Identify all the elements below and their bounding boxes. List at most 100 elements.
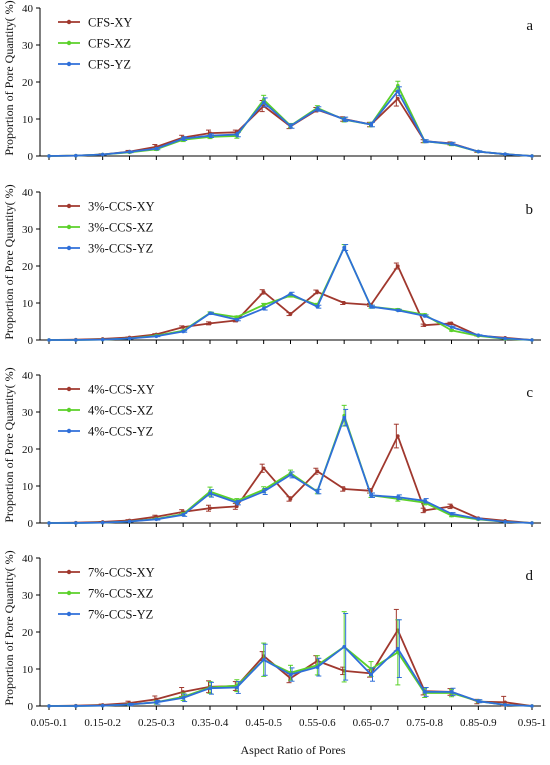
data-point [47, 521, 51, 525]
x-tick-label: 0.55-0.6 [299, 717, 336, 729]
y-tick-label: 40 [22, 553, 34, 565]
data-point [315, 107, 320, 111]
legend-label: 3%-CCS-XZ [88, 221, 153, 235]
data-point [288, 312, 293, 316]
data-point [396, 495, 400, 499]
data-point [261, 489, 266, 494]
y-tick-label: 20 [22, 627, 34, 639]
data-point [369, 304, 373, 309]
x-tick-label: 0.05-0.1 [31, 717, 68, 729]
chart-panel-a: 0 10 20 30 40 Proportion of Pore Quantity( %)… [2, 0, 541, 163]
data-point [315, 290, 320, 294]
legend-label: CFS-XZ [88, 37, 131, 51]
data-point [208, 506, 212, 511]
data-point [100, 520, 105, 525]
series-3%-CCS-YZ [47, 244, 534, 342]
data-point [235, 317, 239, 322]
y-tick-label: 10 [22, 114, 34, 126]
data-point [100, 152, 105, 157]
chart-panel-d: 0 10 20 30 40 Proportion of Pore Quantity( %)… [2, 550, 541, 713]
y-tick-label: 40 [22, 370, 34, 382]
y-tick-label: 30 [22, 224, 34, 236]
legend-marker [66, 428, 72, 434]
legend-marker [66, 203, 72, 209]
data-point [369, 493, 373, 498]
x-tick-label: 0.75-0.8 [406, 717, 443, 729]
series-4%-CCS-YZ [47, 408, 534, 525]
data-point [261, 466, 266, 471]
chart-panel-b: 0 10 20 30 40 Proportion of Pore Quantity( %)… [2, 184, 541, 347]
data-point [342, 487, 346, 491]
chart-panels: 0 10 20 30 40 Proportion of Pore Quantity( %)… [2, 0, 546, 729]
data-point [47, 338, 51, 342]
data-point [530, 338, 534, 342]
y-tick-label: 20 [22, 77, 34, 89]
data-point [503, 336, 507, 341]
legend-marker [66, 224, 72, 230]
data-point [422, 499, 427, 503]
data-point [396, 308, 400, 313]
panel-letter: c [526, 385, 533, 401]
data-point [449, 321, 454, 326]
data-point [208, 311, 212, 316]
data-point [74, 704, 78, 708]
data-point [288, 497, 293, 501]
y-tick-label: 40 [22, 187, 34, 199]
series-CFS-YZ [47, 86, 534, 158]
legend-marker [66, 407, 72, 413]
data-point [261, 657, 266, 662]
legend-label: CFS-XY [88, 16, 132, 30]
data-point [476, 699, 481, 703]
data-point [235, 132, 239, 137]
panel-letter: d [526, 568, 534, 584]
y-tick-label: 30 [22, 407, 34, 419]
data-point [449, 504, 454, 509]
legend-marker [66, 245, 72, 251]
data-point [288, 124, 293, 128]
data-point [396, 96, 400, 101]
data-point [503, 152, 507, 156]
chart-panel-c: 0 10 20 30 40 Proportion of Pore Quantity( %)… [2, 367, 541, 530]
y-tick-label: 0 [28, 151, 34, 163]
data-point [449, 325, 454, 329]
x-tick-label: 0.85-0.9 [460, 717, 497, 729]
data-point [476, 149, 481, 154]
y-tick-label: 20 [22, 444, 34, 456]
data-point [449, 690, 454, 694]
data-point [288, 672, 293, 677]
data-point [100, 703, 105, 708]
data-point [127, 150, 132, 154]
legend-label: 3%-CCS-YZ [88, 242, 153, 256]
data-point [396, 434, 400, 438]
data-point [315, 665, 320, 669]
data-point [396, 89, 400, 94]
data-point [503, 700, 507, 705]
x-tick-label: 0.25-0.3 [138, 717, 175, 729]
series-7%-CCS-YZ [47, 613, 534, 708]
legend-label: CFS-YZ [88, 58, 131, 72]
legend-marker [66, 19, 72, 25]
data-point [503, 703, 507, 707]
data-point [235, 504, 239, 509]
data-point [396, 264, 400, 268]
y-tick-label: 10 [22, 481, 34, 493]
data-point [74, 153, 78, 158]
data-point [315, 304, 320, 309]
data-point [235, 685, 239, 690]
series-line [48, 435, 533, 524]
y-axis-title: Proportion of Pore Quantity( %) [2, 184, 16, 339]
x-tick-label: 0.35-0.4 [192, 717, 229, 729]
data-point [422, 690, 427, 694]
y-tick-label: 30 [22, 590, 34, 602]
y-tick-label: 40 [22, 3, 34, 15]
data-point [127, 702, 132, 707]
data-point [422, 323, 427, 328]
data-point [261, 303, 266, 307]
data-point [422, 139, 427, 143]
data-point [315, 469, 320, 474]
data-point [288, 473, 293, 477]
legend-marker [66, 386, 72, 392]
panel-letter: b [526, 202, 534, 218]
x-tick-label: 0.95-1 [518, 717, 546, 729]
y-tick-label: 10 [22, 664, 34, 676]
